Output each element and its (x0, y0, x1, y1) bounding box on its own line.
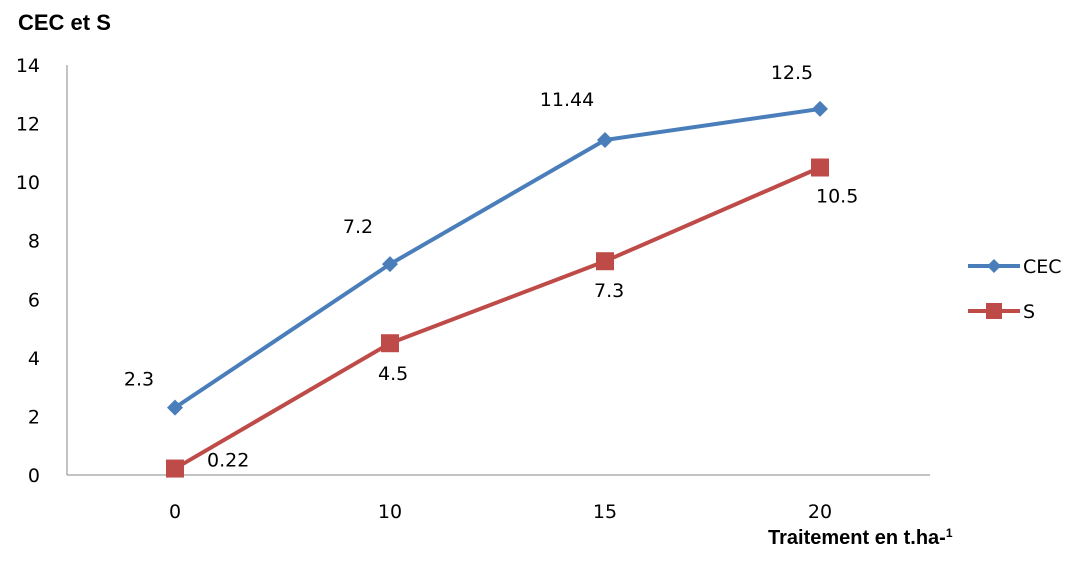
data-point-s (166, 459, 184, 478)
data-label-s: 0.22 (207, 450, 249, 472)
y-tick-label: 0 (28, 465, 40, 487)
x-axis-title: Traitement en t.ha-1 (768, 526, 953, 550)
data-point-s (381, 334, 399, 353)
data-label-s: 7.3 (594, 280, 624, 302)
data-label-cec: 11.44 (540, 89, 594, 111)
data-point-cec (597, 131, 613, 148)
y-tick-label: 12 (16, 114, 40, 136)
x-tick-label: 20 (808, 501, 832, 523)
data-label-s: 10.5 (816, 186, 858, 208)
series-line-cec (173, 106, 821, 410)
data-label-s: 4.5 (378, 363, 408, 385)
data-point-cec (167, 399, 183, 416)
x-tick-label: 0 (169, 501, 181, 523)
x-axis-title-superscript: 1 (945, 526, 953, 540)
y-tick-label: 6 (28, 289, 40, 311)
data-point-s (596, 252, 614, 271)
data-label-cec: 7.2 (343, 216, 373, 238)
legend-label-cec: CEC (1023, 256, 1062, 278)
y-tick-label: 10 (16, 172, 40, 194)
legend-marker-s (986, 303, 1002, 319)
x-tick-label: 10 (378, 501, 402, 523)
y-axis-title: CEC et S (18, 10, 111, 35)
x-tick-label: 15 (593, 501, 617, 523)
data-label-cec: 12.5 (771, 62, 813, 84)
y-tick-label: 8 (28, 231, 40, 253)
data-point-s (811, 158, 829, 177)
y-tick-label: 4 (28, 348, 40, 370)
series-line-s (173, 165, 821, 471)
x-axis-title-main: Traitement en t.ha- (768, 527, 946, 549)
data-point-cec (812, 100, 828, 117)
data-point-cec (382, 256, 398, 273)
legend-marker-cec (987, 259, 1001, 273)
y-tick-label: 2 (28, 406, 40, 428)
y-tick-label: 14 (16, 55, 40, 77)
data-label-cec: 2.3 (124, 369, 154, 391)
legend-label-s: S (1023, 301, 1035, 323)
